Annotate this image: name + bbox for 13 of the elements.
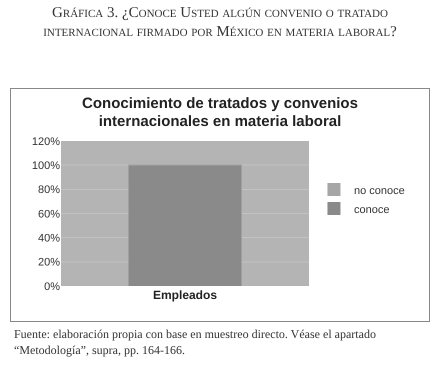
y-tick-label: 120% [32, 136, 60, 148]
y-tick-label: 60% [38, 208, 60, 220]
x-tick-label: Empleados [152, 288, 218, 302]
y-tick-label: 80% [38, 184, 60, 196]
y-tick-label: 20% [38, 256, 60, 269]
legend-label: conoce [354, 204, 390, 216]
y-tick-label: 100% [32, 160, 60, 172]
chart-subtitle: Conocimiento de tratados y convenios internacionales en materia laboral [81, 95, 359, 131]
y-tick-label: 0% [44, 280, 60, 293]
legend-label: no conoce [354, 184, 405, 197]
source-note: Fuente: elaboración propia con base en muestreo directo. Véase el apartado “Metodología”, supra, pp. 164-166. [14, 326, 377, 358]
chart-title: Gráfica 3. ¿Conoce Usted algún convenio o tratado internacional firmado por México en materia laboral? [42, 4, 398, 42]
y-tick-label: 40% [38, 232, 60, 245]
